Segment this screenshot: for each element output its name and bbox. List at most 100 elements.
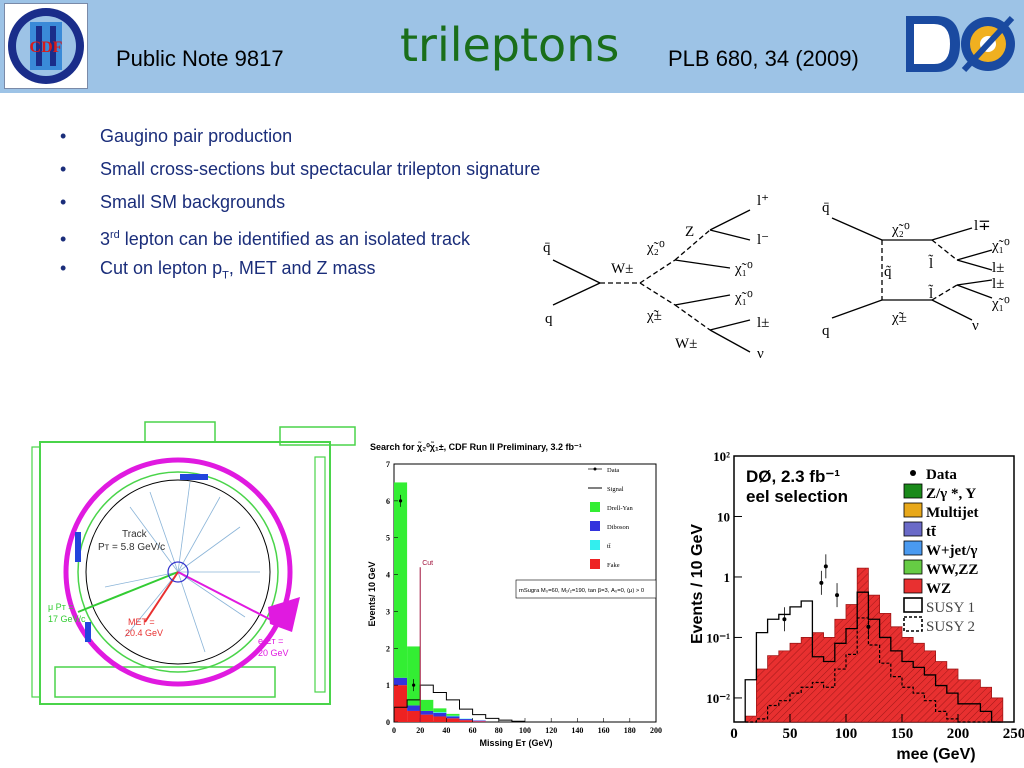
feynman-label: χ̃₁⁰: [991, 296, 1010, 312]
feynman-label: l⁻: [757, 232, 769, 248]
bar-diboson: [420, 710, 434, 715]
legend-swatch: [903, 578, 923, 594]
legend-swatch: [903, 616, 923, 632]
model-annotation: mSugra M₀=60, M₁/₂=190, tan β=3, A₀=0, (…: [519, 588, 644, 594]
legend-label: tt̄: [607, 543, 611, 550]
d0-mee-chart: 0 50 100 150 200 250 10⁻² 10⁻¹ 1 10 10² DØ, 2.3 fb…: [689, 449, 1024, 763]
bullet-item: • Small cross-sections but spectacular tr…: [60, 157, 540, 190]
legend-swatch: [590, 540, 600, 550]
bullet-superscript: rd: [110, 229, 120, 241]
model-annotation-box: [515, 579, 657, 599]
legend-swatch: [903, 597, 923, 613]
feynman-label: l±: [992, 276, 1004, 292]
y-tick-label: 6: [386, 497, 390, 506]
bullet-text: lepton can be identified as an isolated …: [119, 229, 471, 249]
x-tick-label: 120: [545, 726, 557, 735]
legend-label: Fake: [607, 562, 620, 569]
x-tick-label: 0: [392, 726, 396, 735]
y-axis-label: Events / 10 GeV: [689, 524, 706, 644]
bullet-text: Small cross-sections but spectacular tri…: [100, 159, 541, 179]
legend-label: Signal: [607, 486, 624, 493]
legend-label: tt̄: [926, 524, 937, 540]
bullet-marker: •: [60, 258, 67, 278]
bullet-subscript: T: [222, 269, 229, 282]
x-tick-label: 60: [469, 726, 477, 735]
bar-diboson: [459, 719, 473, 721]
bullet-list: • Gaugino pair production • Small cross-se…: [60, 124, 540, 289]
met-label: MET =: [128, 617, 155, 627]
feynman-label: l∓: [974, 218, 991, 234]
bar-fake: [446, 718, 460, 722]
legend-label: SUSY 1: [926, 600, 975, 616]
feynman-label: l⁺: [757, 193, 769, 209]
y-tick-label: 1: [724, 570, 731, 585]
bar-drellyan: [407, 646, 421, 706]
cut-label: Cut: [422, 560, 433, 567]
legend-label: Data: [607, 467, 619, 474]
feynman-label: l̃: [928, 284, 933, 302]
legend-label: Data: [926, 467, 957, 483]
legend-label: WZ: [926, 581, 951, 597]
cdf-logo: CDF: [4, 3, 88, 89]
legend-swatch: [903, 483, 923, 499]
bar-fake: [472, 721, 486, 722]
bullet-text: Cut on lepton p: [100, 258, 223, 278]
feynman-label: ν: [972, 318, 979, 334]
legend-swatch: [903, 502, 923, 518]
feynman-label: χ̃₁⁰: [734, 290, 753, 306]
y-axis-label: Events/ 10 GeV: [367, 561, 377, 626]
bar-drellyan: [394, 482, 408, 678]
x-tick-label: 200: [650, 726, 662, 735]
legend-swatch: [590, 521, 600, 531]
bar-drellyan: [433, 708, 447, 713]
public-note-label: Public Note 9817: [116, 46, 284, 71]
x-tick-label: 150: [891, 726, 914, 742]
muon-label: μ Pᴛ =: [48, 602, 74, 612]
bullet-text: Small SM backgrounds: [100, 192, 286, 212]
x-tick-label: 100: [835, 726, 858, 742]
feynman-label: l±: [757, 315, 769, 331]
y-tick-label: 0: [386, 718, 390, 727]
y-tick-label: 4: [386, 571, 390, 580]
bar-fake: [394, 685, 408, 722]
wz-histogram: [744, 567, 1004, 723]
legend-label: SUSY 2: [926, 619, 975, 635]
x-tick-label: 80: [495, 726, 503, 735]
x-tick-label: 160: [598, 726, 610, 735]
x-tick-label: 20: [416, 726, 424, 735]
legend-swatch: [590, 559, 600, 569]
x-tick-label: 50: [783, 726, 798, 742]
x-tick-label: 40: [442, 726, 450, 735]
feynman-label: W±: [611, 261, 633, 277]
x-tick-label: 0: [730, 726, 738, 742]
bar-tt: [446, 715, 460, 717]
bullet-marker: •: [60, 192, 67, 212]
chart-subtitle: eel selection: [746, 487, 848, 506]
event-display: Track Pᴛ = 5.8 GeV/c μ Pᴛ = 17 GeV/c MET…: [31, 421, 356, 705]
feynman-label: q: [822, 323, 830, 339]
y-tick-label: 2: [386, 644, 390, 653]
met-value: 20.4 GeV: [125, 628, 163, 638]
y-tick-label: 10: [717, 509, 730, 524]
feynman-label: Z: [685, 224, 694, 240]
chart-title: DØ, 2.3 fb⁻¹: [746, 467, 840, 486]
feynman-diagram-right: q̄ q q̃ χ̃₂⁰ χ̃± l∓ l̃ χ̃₁⁰ l± l± l̃ χ̃₁…: [822, 200, 1010, 339]
legend-label: Drell-Yan: [607, 505, 633, 512]
x-tick-label: 100: [519, 726, 531, 735]
bar-diboson: [472, 720, 486, 722]
bullet-text: 3: [100, 229, 111, 249]
bar-drellyan: [420, 699, 434, 711]
bar-diboson: [394, 677, 408, 686]
feynman-label: l̃: [928, 254, 933, 272]
x-tick-label: 200: [947, 726, 970, 742]
feynman-label: q: [545, 311, 553, 327]
feynman-label: q̄: [822, 200, 830, 216]
cdf-met-chart: Search for χ̃₂⁰χ̃₁±, CDF Run II Prelimin…: [367, 441, 662, 748]
legend-label: Diboson: [607, 524, 630, 531]
track-label: Track: [122, 529, 148, 540]
x-axis-label: mee (GeV): [896, 746, 975, 763]
bar-fake: [433, 716, 447, 722]
y-tick-label: 10⁻¹: [706, 630, 730, 645]
bar-diboson: [407, 705, 421, 711]
x-tick-label: 180: [624, 726, 636, 735]
